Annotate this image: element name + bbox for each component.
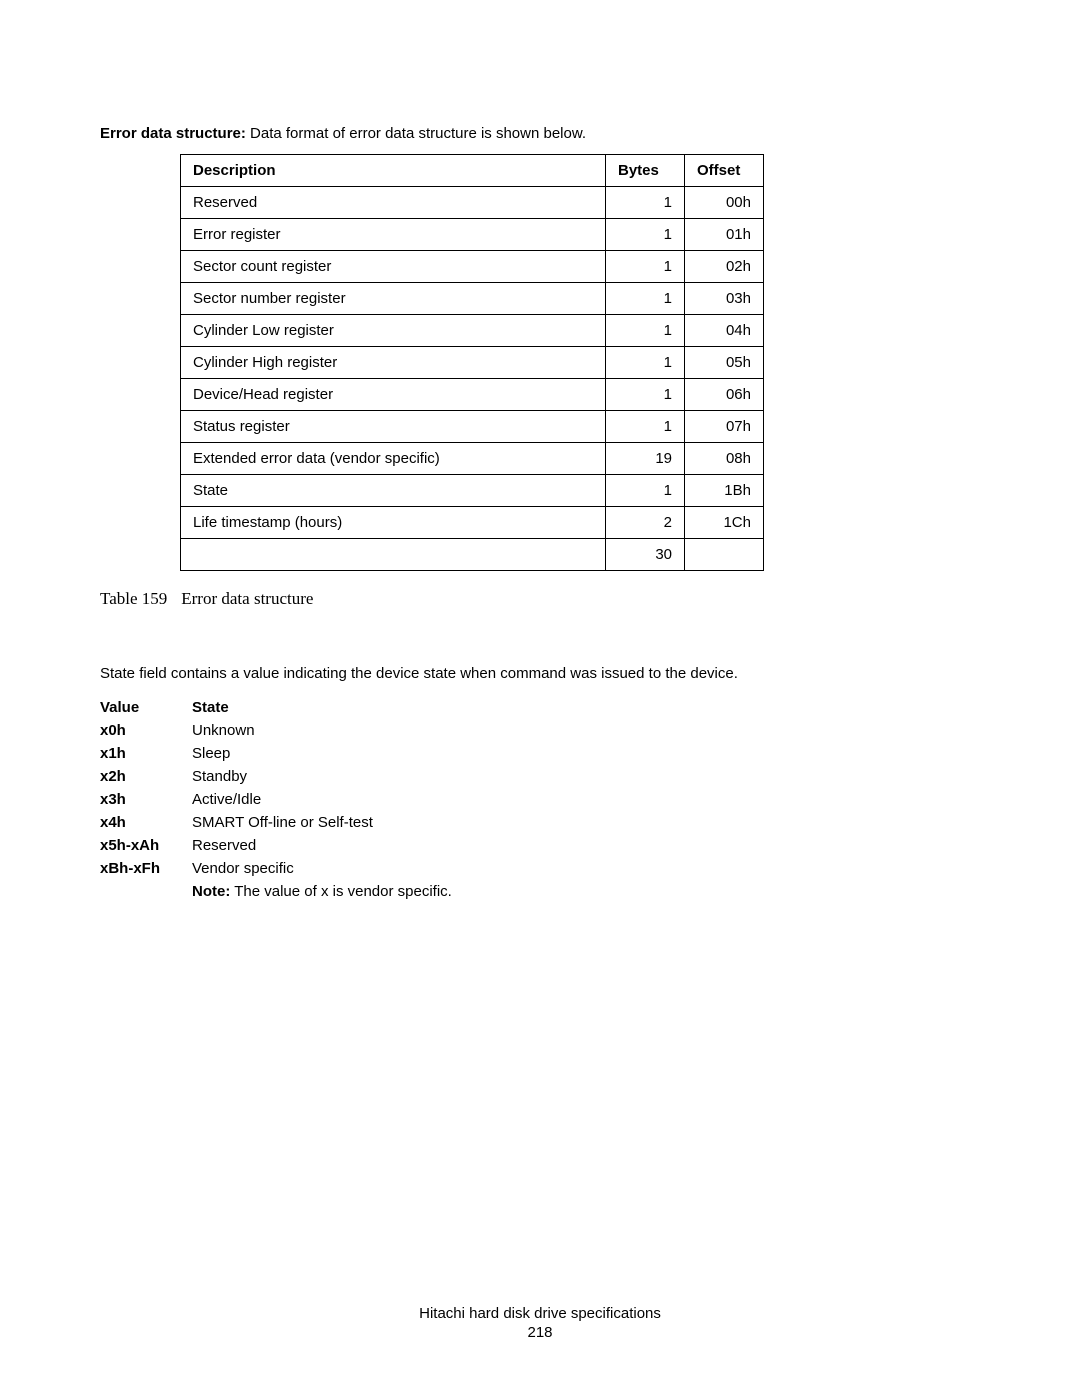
cell-bytes: 1 <box>606 379 685 411</box>
caption-text: Error data structure <box>181 589 313 608</box>
cell-description: Sector count register <box>181 251 606 283</box>
footer-title: Hitachi hard disk drive specifications <box>419 1305 661 1322</box>
state-value: x5h-xAh <box>100 834 192 857</box>
state-state: SMART Off-line or Self-test <box>192 811 452 834</box>
intro-text: Data format of error data structure is s… <box>246 125 586 142</box>
cell-offset: 1Ch <box>685 507 764 539</box>
state-row: x4hSMART Off-line or Self-test <box>100 811 452 834</box>
cell-bytes: 19 <box>606 443 685 475</box>
table-row: Extended error data (vendor specific)190… <box>181 443 764 475</box>
state-header-value: Value <box>100 696 192 719</box>
cell-description: State <box>181 475 606 507</box>
cell-bytes: 1 <box>606 219 685 251</box>
table-row: Life timestamp (hours)21Ch <box>181 507 764 539</box>
state-list: Value State x0hUnknownx1hSleepx2hStandby… <box>100 696 452 903</box>
table-row: Device/Head register106h <box>181 379 764 411</box>
page-footer: Hitachi hard disk drive specifications 2… <box>0 1305 1080 1341</box>
state-value: xBh-xFh <box>100 857 192 880</box>
state-header-row: Value State <box>100 696 452 719</box>
state-row: x5h-xAhReserved <box>100 834 452 857</box>
intro-paragraph: Error data structure: Data format of err… <box>100 125 980 142</box>
table-row: State11Bh <box>181 475 764 507</box>
cell-bytes: 1 <box>606 347 685 379</box>
state-value: x2h <box>100 765 192 788</box>
cell-description: Device/Head register <box>181 379 606 411</box>
cell-bytes: 1 <box>606 251 685 283</box>
state-row: x2hStandby <box>100 765 452 788</box>
cell-offset: 1Bh <box>685 475 764 507</box>
cell-description: Status register <box>181 411 606 443</box>
cell-description <box>181 539 606 571</box>
cell-description: Error register <box>181 219 606 251</box>
cell-offset: 08h <box>685 443 764 475</box>
note-label: Note: <box>192 883 230 900</box>
cell-bytes: 30 <box>606 539 685 571</box>
cell-bytes: 1 <box>606 411 685 443</box>
cell-offset: 06h <box>685 379 764 411</box>
table-header-row: Description Bytes Offset <box>181 155 764 187</box>
cell-bytes: 1 <box>606 315 685 347</box>
state-state: Vendor specific <box>192 857 452 880</box>
footer-page-number: 218 <box>0 1324 1080 1341</box>
state-intro: State field contains a value indicating … <box>100 665 980 682</box>
cell-bytes: 1 <box>606 187 685 219</box>
cell-description: Reserved <box>181 187 606 219</box>
table-row: Error register101h <box>181 219 764 251</box>
table-caption: Table 159 Error data structure <box>100 589 980 609</box>
cell-offset: 01h <box>685 219 764 251</box>
state-value: x1h <box>100 742 192 765</box>
state-header-state: State <box>192 699 229 716</box>
state-row: x0hUnknown <box>100 719 452 742</box>
table-row: Sector count register102h <box>181 251 764 283</box>
table-row: Status register107h <box>181 411 764 443</box>
error-data-table: Description Bytes Offset Reserved100hErr… <box>180 154 764 571</box>
state-row: xBh-xFhVendor specific <box>100 857 452 880</box>
table-row: Cylinder Low register104h <box>181 315 764 347</box>
state-note-row: Note: The value of x is vendor specific. <box>100 880 452 903</box>
cell-offset <box>685 539 764 571</box>
state-state: Active/Idle <box>192 788 452 811</box>
note-text: The value of x is vendor specific. <box>230 883 452 900</box>
state-value: x0h <box>100 719 192 742</box>
caption-number: Table 159 <box>100 589 167 609</box>
table-row: Sector number register103h <box>181 283 764 315</box>
cell-offset: 05h <box>685 347 764 379</box>
cell-bytes: 1 <box>606 283 685 315</box>
state-state: Standby <box>192 765 452 788</box>
state-state: Unknown <box>192 719 452 742</box>
cell-description: Extended error data (vendor specific) <box>181 443 606 475</box>
cell-bytes: 1 <box>606 475 685 507</box>
cell-description: Cylinder High register <box>181 347 606 379</box>
table-row: 30 <box>181 539 764 571</box>
cell-offset: 00h <box>685 187 764 219</box>
th-bytes: Bytes <box>606 155 685 187</box>
table-row: Reserved100h <box>181 187 764 219</box>
table-row: Cylinder High register105h <box>181 347 764 379</box>
cell-offset: 07h <box>685 411 764 443</box>
cell-description: Life timestamp (hours) <box>181 507 606 539</box>
th-offset: Offset <box>685 155 764 187</box>
intro-label: Error data structure: <box>100 125 246 142</box>
cell-offset: 04h <box>685 315 764 347</box>
cell-offset: 03h <box>685 283 764 315</box>
cell-description: Cylinder Low register <box>181 315 606 347</box>
state-state: Sleep <box>192 742 452 765</box>
cell-offset: 02h <box>685 251 764 283</box>
cell-description: Sector number register <box>181 283 606 315</box>
cell-bytes: 2 <box>606 507 685 539</box>
state-row: x3hActive/Idle <box>100 788 452 811</box>
state-row: x1hSleep <box>100 742 452 765</box>
state-value: x4h <box>100 811 192 834</box>
state-state: Reserved <box>192 834 452 857</box>
state-value: x3h <box>100 788 192 811</box>
th-description: Description <box>181 155 606 187</box>
page-content: Error data structure: Data format of err… <box>0 0 1080 903</box>
